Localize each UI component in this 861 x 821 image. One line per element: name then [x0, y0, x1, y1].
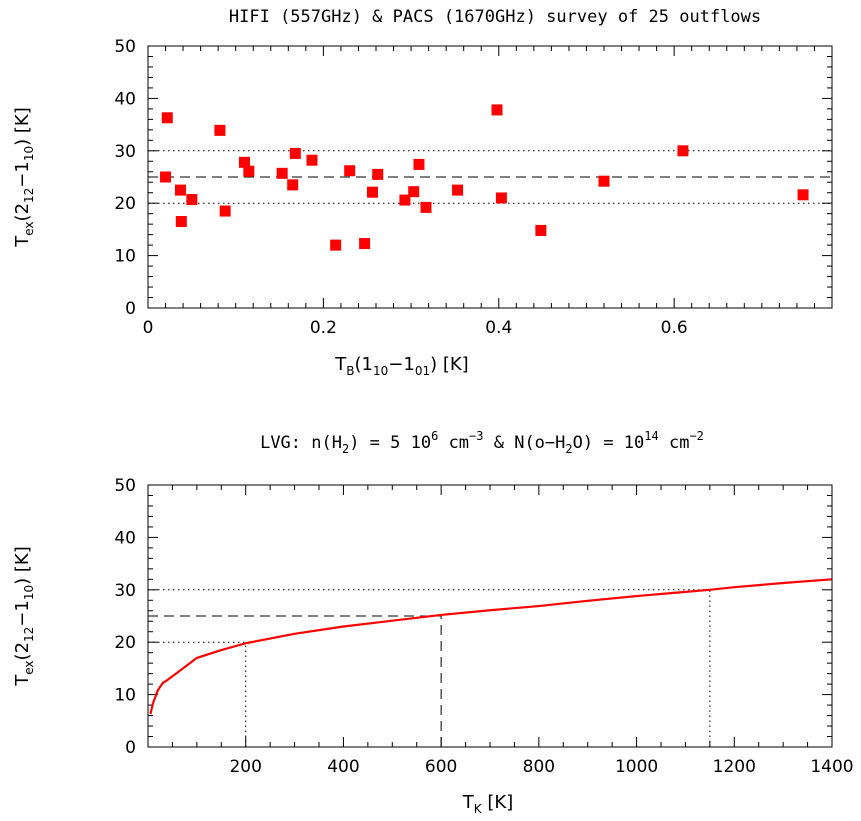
scatter-y-tick-label: 10 — [114, 247, 136, 267]
lvg-title: LVG: n(H2) = 5 106 cm−3 & N(o−H2O) = 101… — [260, 429, 704, 456]
scatter-point — [491, 104, 503, 116]
scatter-point — [243, 165, 255, 177]
lvg-y-tick-label: 40 — [114, 528, 136, 548]
lvg-y-tick-label: 30 — [114, 581, 136, 601]
scatter-panel: HIFI (557GHz) & PACS (1670GHz) survey of… — [12, 7, 833, 378]
scatter-point — [289, 147, 301, 159]
lvg-y-tick-label: 0 — [125, 738, 136, 758]
lvg-x-tick-label: 1200 — [713, 757, 756, 777]
lvg-x-tick-label: 600 — [425, 757, 457, 777]
lvg-x-tick-label: 1400 — [810, 757, 853, 777]
scatter-y-tick-label: 50 — [114, 37, 136, 57]
scatter-point — [535, 224, 547, 236]
scatter-x-tick-label: 0.2 — [310, 318, 337, 338]
scatter-x-axis-label: TB(110−101) [K] — [334, 354, 468, 378]
scatter-point — [359, 238, 371, 250]
scatter-point — [408, 186, 420, 198]
scatter-x-tick-label: 0.4 — [485, 318, 512, 338]
scatter-point — [238, 156, 250, 168]
scatter-x-tick-label: 0.6 — [661, 318, 688, 338]
lvg-x-tick-label: 800 — [523, 757, 555, 777]
scatter-point — [452, 184, 464, 196]
scatter-point — [214, 124, 226, 136]
scatter-point — [186, 194, 198, 206]
scatter-point — [495, 192, 507, 204]
lvg-curve — [149, 578, 833, 715]
scatter-point — [287, 179, 299, 191]
scatter-y-tick-label: 30 — [114, 142, 136, 162]
scatter-y-axis-label: Tex(212−110) [K] — [12, 107, 36, 247]
scatter-point — [306, 154, 318, 166]
scatter-point — [160, 171, 172, 183]
lvg-x-tick-label: 400 — [327, 757, 359, 777]
lvg-panel: LVG: n(H2) = 5 106 cm−3 & N(o−H2O) = 101… — [12, 429, 854, 816]
scatter-point — [797, 189, 809, 201]
scatter-title: HIFI (557GHz) & PACS (1670GHz) survey of… — [229, 7, 761, 27]
scatter-point — [161, 112, 173, 124]
scatter-point — [372, 168, 384, 180]
lvg-plot-frame — [147, 484, 833, 748]
lvg-x-tick-label: 200 — [229, 757, 261, 777]
scatter-point — [175, 216, 187, 228]
lvg-y-axis-label: Tex(212−110) [K] — [12, 546, 36, 686]
lvg-x-tick-label: 1000 — [615, 757, 658, 777]
scatter-y-tick-label: 40 — [114, 89, 136, 109]
scatter-point — [276, 167, 288, 179]
lvg-y-tick-label: 10 — [114, 686, 136, 706]
lvg-y-tick-label: 20 — [114, 633, 136, 653]
scatter-point — [677, 145, 689, 157]
lvg-x-axis-label: TK [K] — [462, 792, 513, 816]
scatter-y-tick-label: 20 — [114, 194, 136, 214]
lvg-y-tick-label: 50 — [114, 476, 136, 496]
scatter-y-tick-label: 0 — [125, 299, 136, 319]
scatter-x-tick-label: 0 — [143, 318, 154, 338]
scatter-point — [399, 194, 411, 206]
scatter-point — [598, 175, 610, 187]
scatter-point — [344, 165, 356, 177]
scatter-point — [420, 201, 432, 213]
scatter-point — [413, 158, 425, 170]
scatter-point — [219, 205, 231, 217]
scatter-point — [366, 186, 378, 198]
scatter-point — [330, 239, 342, 251]
scatter-plot-frame — [147, 45, 833, 309]
scatter-point — [174, 184, 186, 196]
